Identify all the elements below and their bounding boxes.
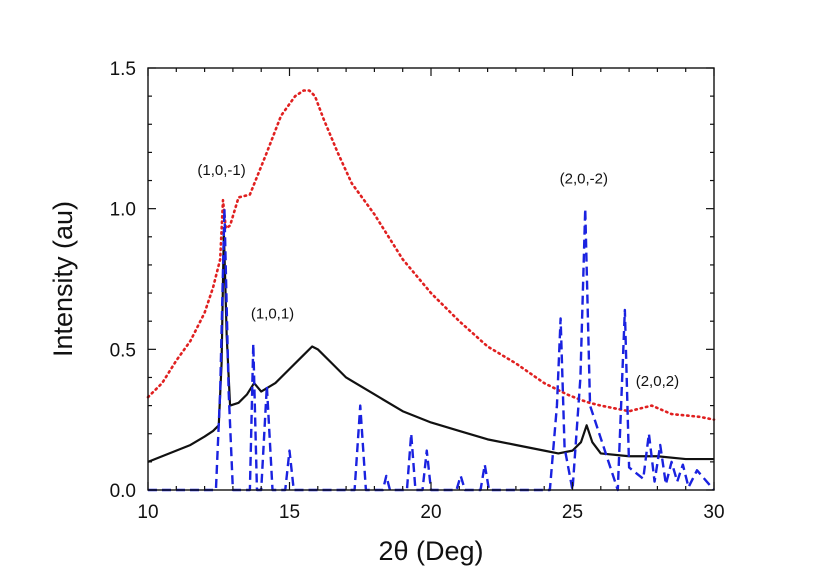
y-tick-label: 1.5 [110,59,136,80]
peak-annotation-label: (1,0,-1) [197,162,245,179]
x-tick-label: 25 [562,502,583,523]
axis-labels: 10 15 20 25 30 0.0 0.5 1.0 1.5 2θ (Deg) Intensity … [48,59,725,566]
series-line-blue-dashed [148,207,715,492]
peak-annotations: (1,0,-1) (1,0,1) (2,0,-2) (2,0,2) [197,162,679,390]
y-tick-label: 1.0 [110,200,136,221]
y-tick-label: 0.0 [110,481,136,502]
peak-annotation-label: (2,0,2) [636,373,679,390]
peak-annotation-label: (2,0,-2) [560,170,608,187]
peak-annotation-label: (1,0,1) [251,305,294,322]
x-axis-title: 2θ (Deg) [378,536,483,566]
y-tick-label: 0.5 [110,340,136,361]
x-tick-label: 15 [279,502,300,523]
x-tick-label: 10 [137,502,158,523]
x-tick-label: 30 [703,502,724,523]
y-axis-title: Intensity (au) [48,201,78,357]
series-line-black-solid [147,230,714,463]
data-layer [146,89,716,492]
axis-ticks [147,67,715,491]
x-tick-label: 20 [420,502,441,523]
series-line-red-dotted [146,89,716,421]
